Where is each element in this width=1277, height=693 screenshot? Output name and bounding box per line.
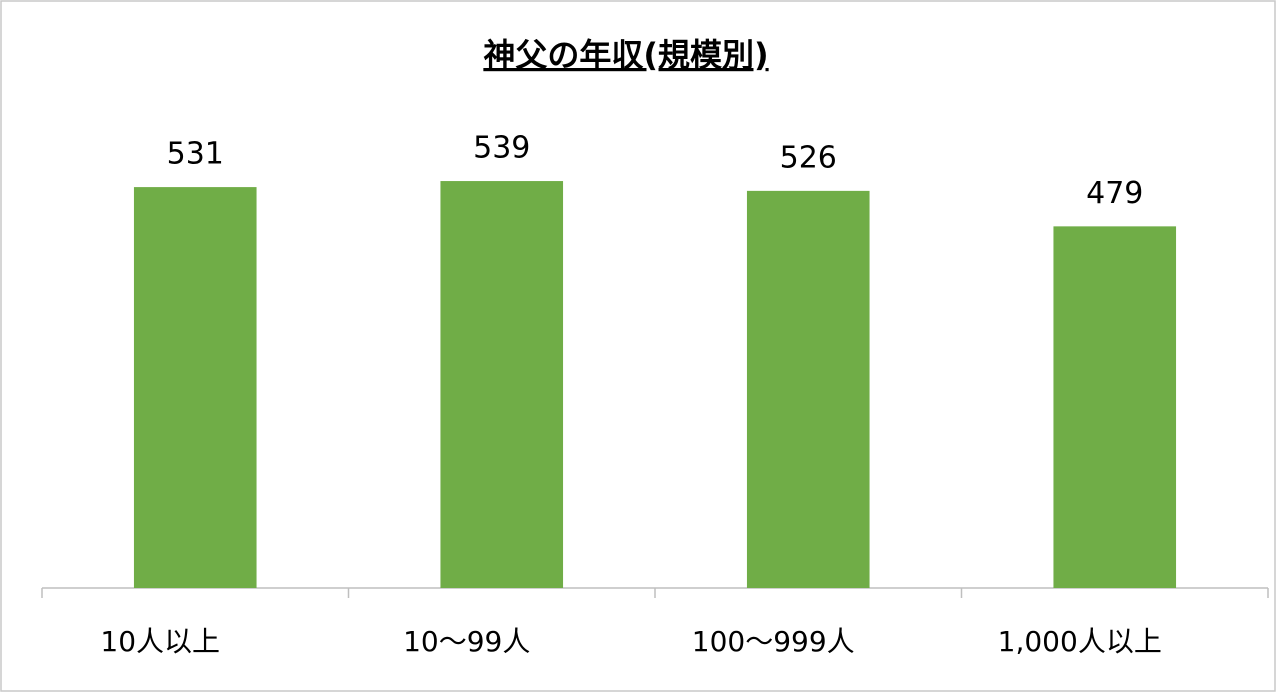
bar <box>1053 226 1177 589</box>
bar <box>133 187 257 588</box>
x-tick-label: 100〜999人 <box>692 625 855 658</box>
data-label: 531 <box>167 137 224 172</box>
data-label: 539 <box>473 131 530 166</box>
bar <box>746 190 870 588</box>
chart-title: 神父の年収(規模別) <box>483 36 768 74</box>
data-label: 479 <box>1086 176 1143 211</box>
x-tick-label: 10人以上 <box>100 625 220 658</box>
data-label: 526 <box>780 140 837 175</box>
x-tick-label: 1,000人以上 <box>998 625 1162 658</box>
bar <box>440 181 564 588</box>
x-tick-label: 10〜99人 <box>403 625 530 658</box>
